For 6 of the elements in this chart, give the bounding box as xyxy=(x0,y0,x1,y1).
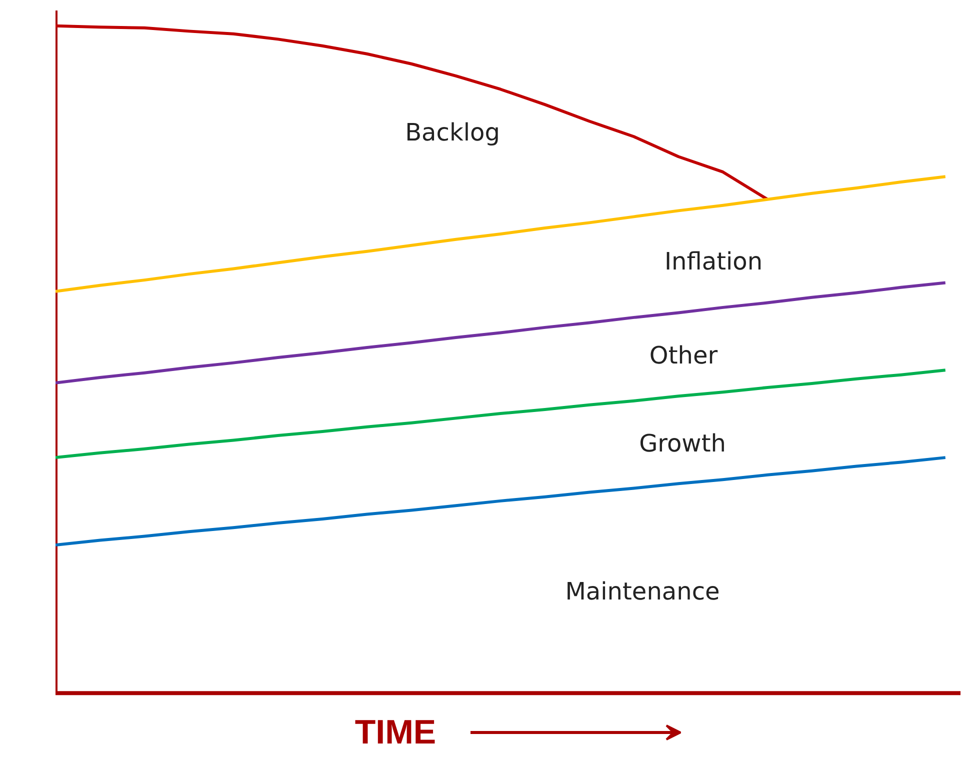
x-axis-title: TIME xyxy=(354,714,436,752)
annotation: Inflation xyxy=(664,248,763,276)
annotation: Growth xyxy=(639,430,726,458)
annotation: Other xyxy=(649,342,718,370)
annotation: Maintenance xyxy=(565,578,720,606)
annotation: Backlog xyxy=(405,118,500,146)
